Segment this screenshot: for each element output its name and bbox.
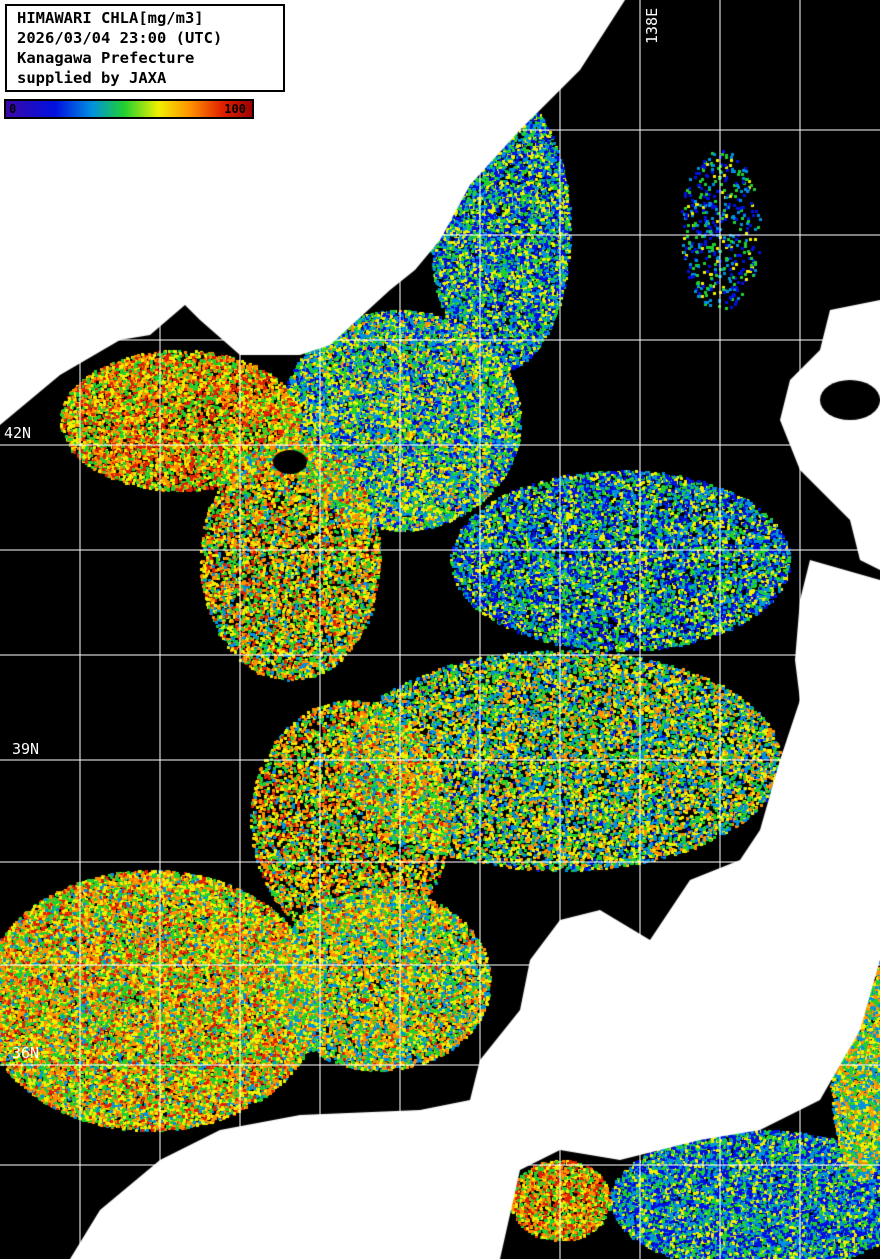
product-title: HIMAWARI CHLA[mg/m3] (17, 9, 204, 27)
colorbar-max: 100 (224, 102, 246, 116)
lat-label-42n: 42N (4, 424, 32, 442)
lat-label-36n: 36N (12, 1044, 40, 1062)
colorbar-min: 0 (9, 102, 17, 116)
organization: Kanagawa Prefecture (17, 49, 195, 67)
datetime: 2026/03/04 23:00 (UTC) (17, 29, 223, 47)
lon-label-138e: 138E (643, 7, 661, 44)
info-box: HIMAWARI CHLA[mg/m3] 2026/03/04 23:00 (U… (5, 4, 285, 92)
colorbar: 0 100 (4, 99, 254, 119)
credit: supplied by JAXA (17, 69, 167, 87)
lat-label-39n: 39N (12, 740, 40, 758)
